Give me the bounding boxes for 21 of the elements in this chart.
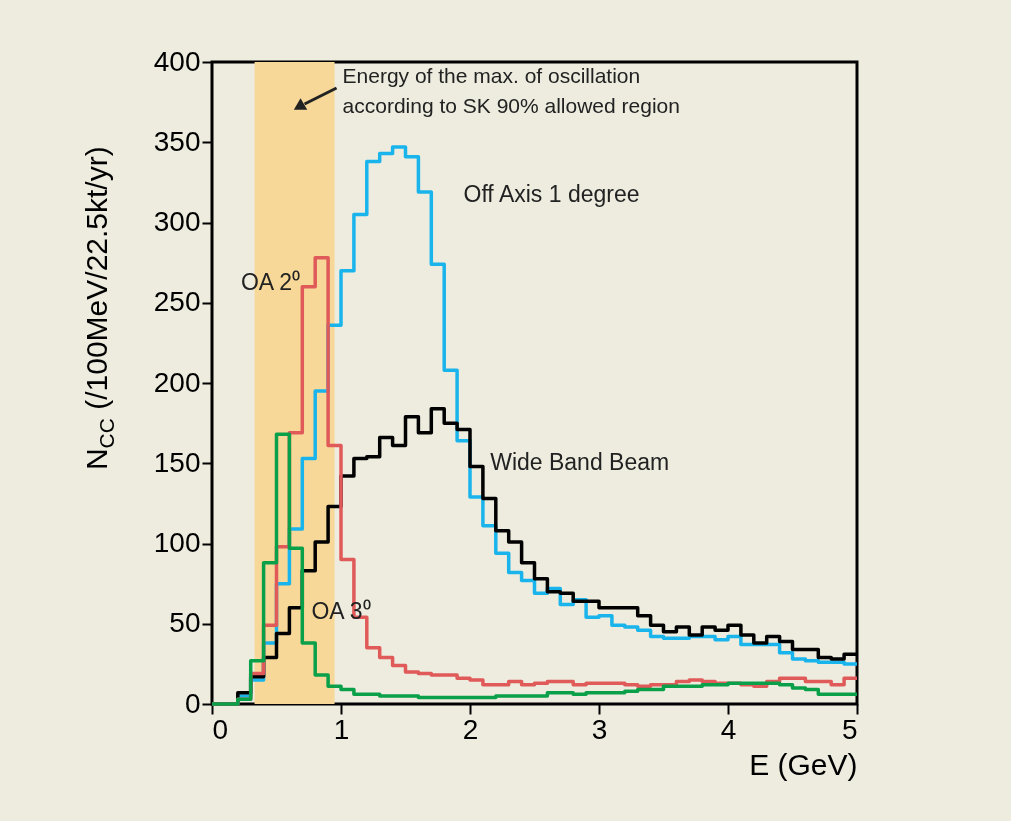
x-tick-label: 5 bbox=[841, 713, 858, 745]
y-tick-label: 250 bbox=[153, 286, 201, 318]
series-label: OA 2⁰ bbox=[240, 268, 301, 295]
x-tick-label: 4 bbox=[720, 713, 737, 745]
x-tick-label: 3 bbox=[591, 713, 608, 745]
y-tick-label: 400 bbox=[153, 45, 201, 77]
y-tick-label: 150 bbox=[153, 446, 201, 478]
y-axis-title: NCC (/100MeV/22.5kt/yr) bbox=[80, 146, 118, 470]
series-label: Off Axis 1 degree bbox=[463, 181, 640, 208]
x-tick-label: 1 bbox=[333, 713, 350, 745]
x-axis-title: E (GeV) bbox=[749, 747, 858, 781]
band-label: Energy of the max. of oscillation according to SK 90% allowed region bbox=[342, 64, 680, 117]
y-tick-label: 100 bbox=[153, 527, 201, 558]
y-tick-label: 50 bbox=[169, 607, 201, 639]
series-label: Wide Band Beam bbox=[490, 448, 670, 475]
y-tick-label: 200 bbox=[153, 366, 201, 398]
x-tick-label: 2 bbox=[462, 713, 479, 745]
y-tick-label: 350 bbox=[153, 125, 201, 157]
y-tick-label: 300 bbox=[153, 206, 201, 237]
y-tick-label: 0 bbox=[184, 687, 201, 719]
x-tick-label: 0 bbox=[212, 713, 229, 745]
